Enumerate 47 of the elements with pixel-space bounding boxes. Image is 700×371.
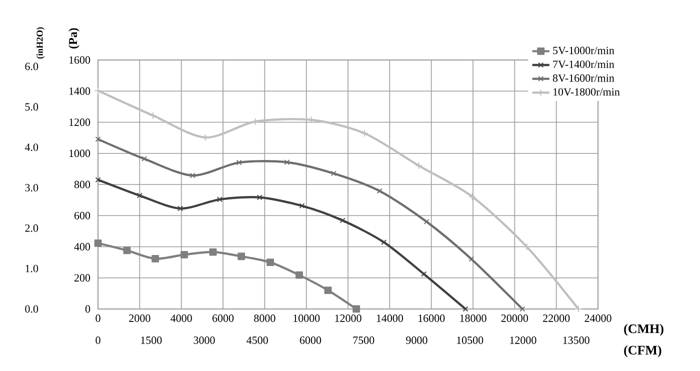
x-tick-label: 6000	[212, 314, 234, 322]
y2-tick-label: 1.0	[26, 264, 38, 272]
y-tick-label: 0	[85, 305, 90, 313]
y2-tick-label: 4.0	[24, 144, 38, 152]
y2-axis-title: (inH2O)	[36, 27, 45, 59]
x-axis-title: (CMH)	[624, 324, 664, 336]
x-tick-label: 18000	[460, 314, 486, 322]
legend-label: 8V-1600r/min	[552, 74, 614, 82]
legend-label: 5V-1000r/min	[553, 46, 614, 54]
legend-label: 10V-1800r/min	[553, 88, 620, 96]
y-tick-label: 1200	[69, 118, 90, 126]
y2-tick-label: 2.0	[25, 224, 38, 232]
y-tick-label: 1600	[69, 56, 90, 64]
y-tick-label: 600	[74, 212, 90, 220]
legend-label: 7V-1400r/min	[553, 60, 614, 68]
y2-tick-label: 5.0	[25, 103, 38, 111]
x2-tick-label: 3000	[194, 336, 215, 344]
y-tick-label: 400	[74, 243, 90, 250]
x-tick-label: 20000	[501, 314, 528, 322]
x2-tick-label: 0	[96, 336, 100, 344]
x-tick-label: 12000	[335, 314, 362, 322]
x2-tick-label: 12000	[510, 336, 536, 344]
x-tick-label: 2000	[129, 314, 150, 322]
x-tick-label: 14000	[376, 314, 404, 322]
x-tick-label: 10000	[294, 314, 320, 322]
x-tick-label: 22000	[543, 314, 570, 322]
x-tick-label: 0	[96, 314, 100, 322]
y-tick-label: 200	[74, 274, 90, 282]
x-tick-label: 8000	[254, 314, 276, 322]
y-tick-label: 1000	[69, 150, 90, 158]
y2-tick-label: 3.0	[25, 184, 38, 192]
x2-tick-label: 13500	[563, 336, 590, 344]
x2-tick-label: 10500	[457, 336, 484, 344]
x2-axis-title: (CFM)	[624, 345, 662, 358]
x2-tick-label: 9000	[406, 336, 428, 344]
x2-tick-label: 1500	[141, 336, 162, 344]
y2-tick-label: 0.0	[25, 305, 38, 313]
y-axis-title: (Pa)	[68, 28, 80, 48]
x-tick-label: 16000	[418, 314, 445, 322]
x2-tick-label: 4500	[246, 336, 268, 344]
y-tick-label: 1400	[69, 87, 90, 95]
x-tick-label: 24000	[584, 314, 612, 322]
y-tick-label: 800	[74, 180, 90, 188]
x-tick-label: 4000	[170, 314, 192, 322]
x2-tick-label: 7500	[353, 336, 374, 344]
y2-tick-label: 6.0	[25, 62, 38, 70]
x2-tick-label: 6000	[300, 336, 322, 344]
